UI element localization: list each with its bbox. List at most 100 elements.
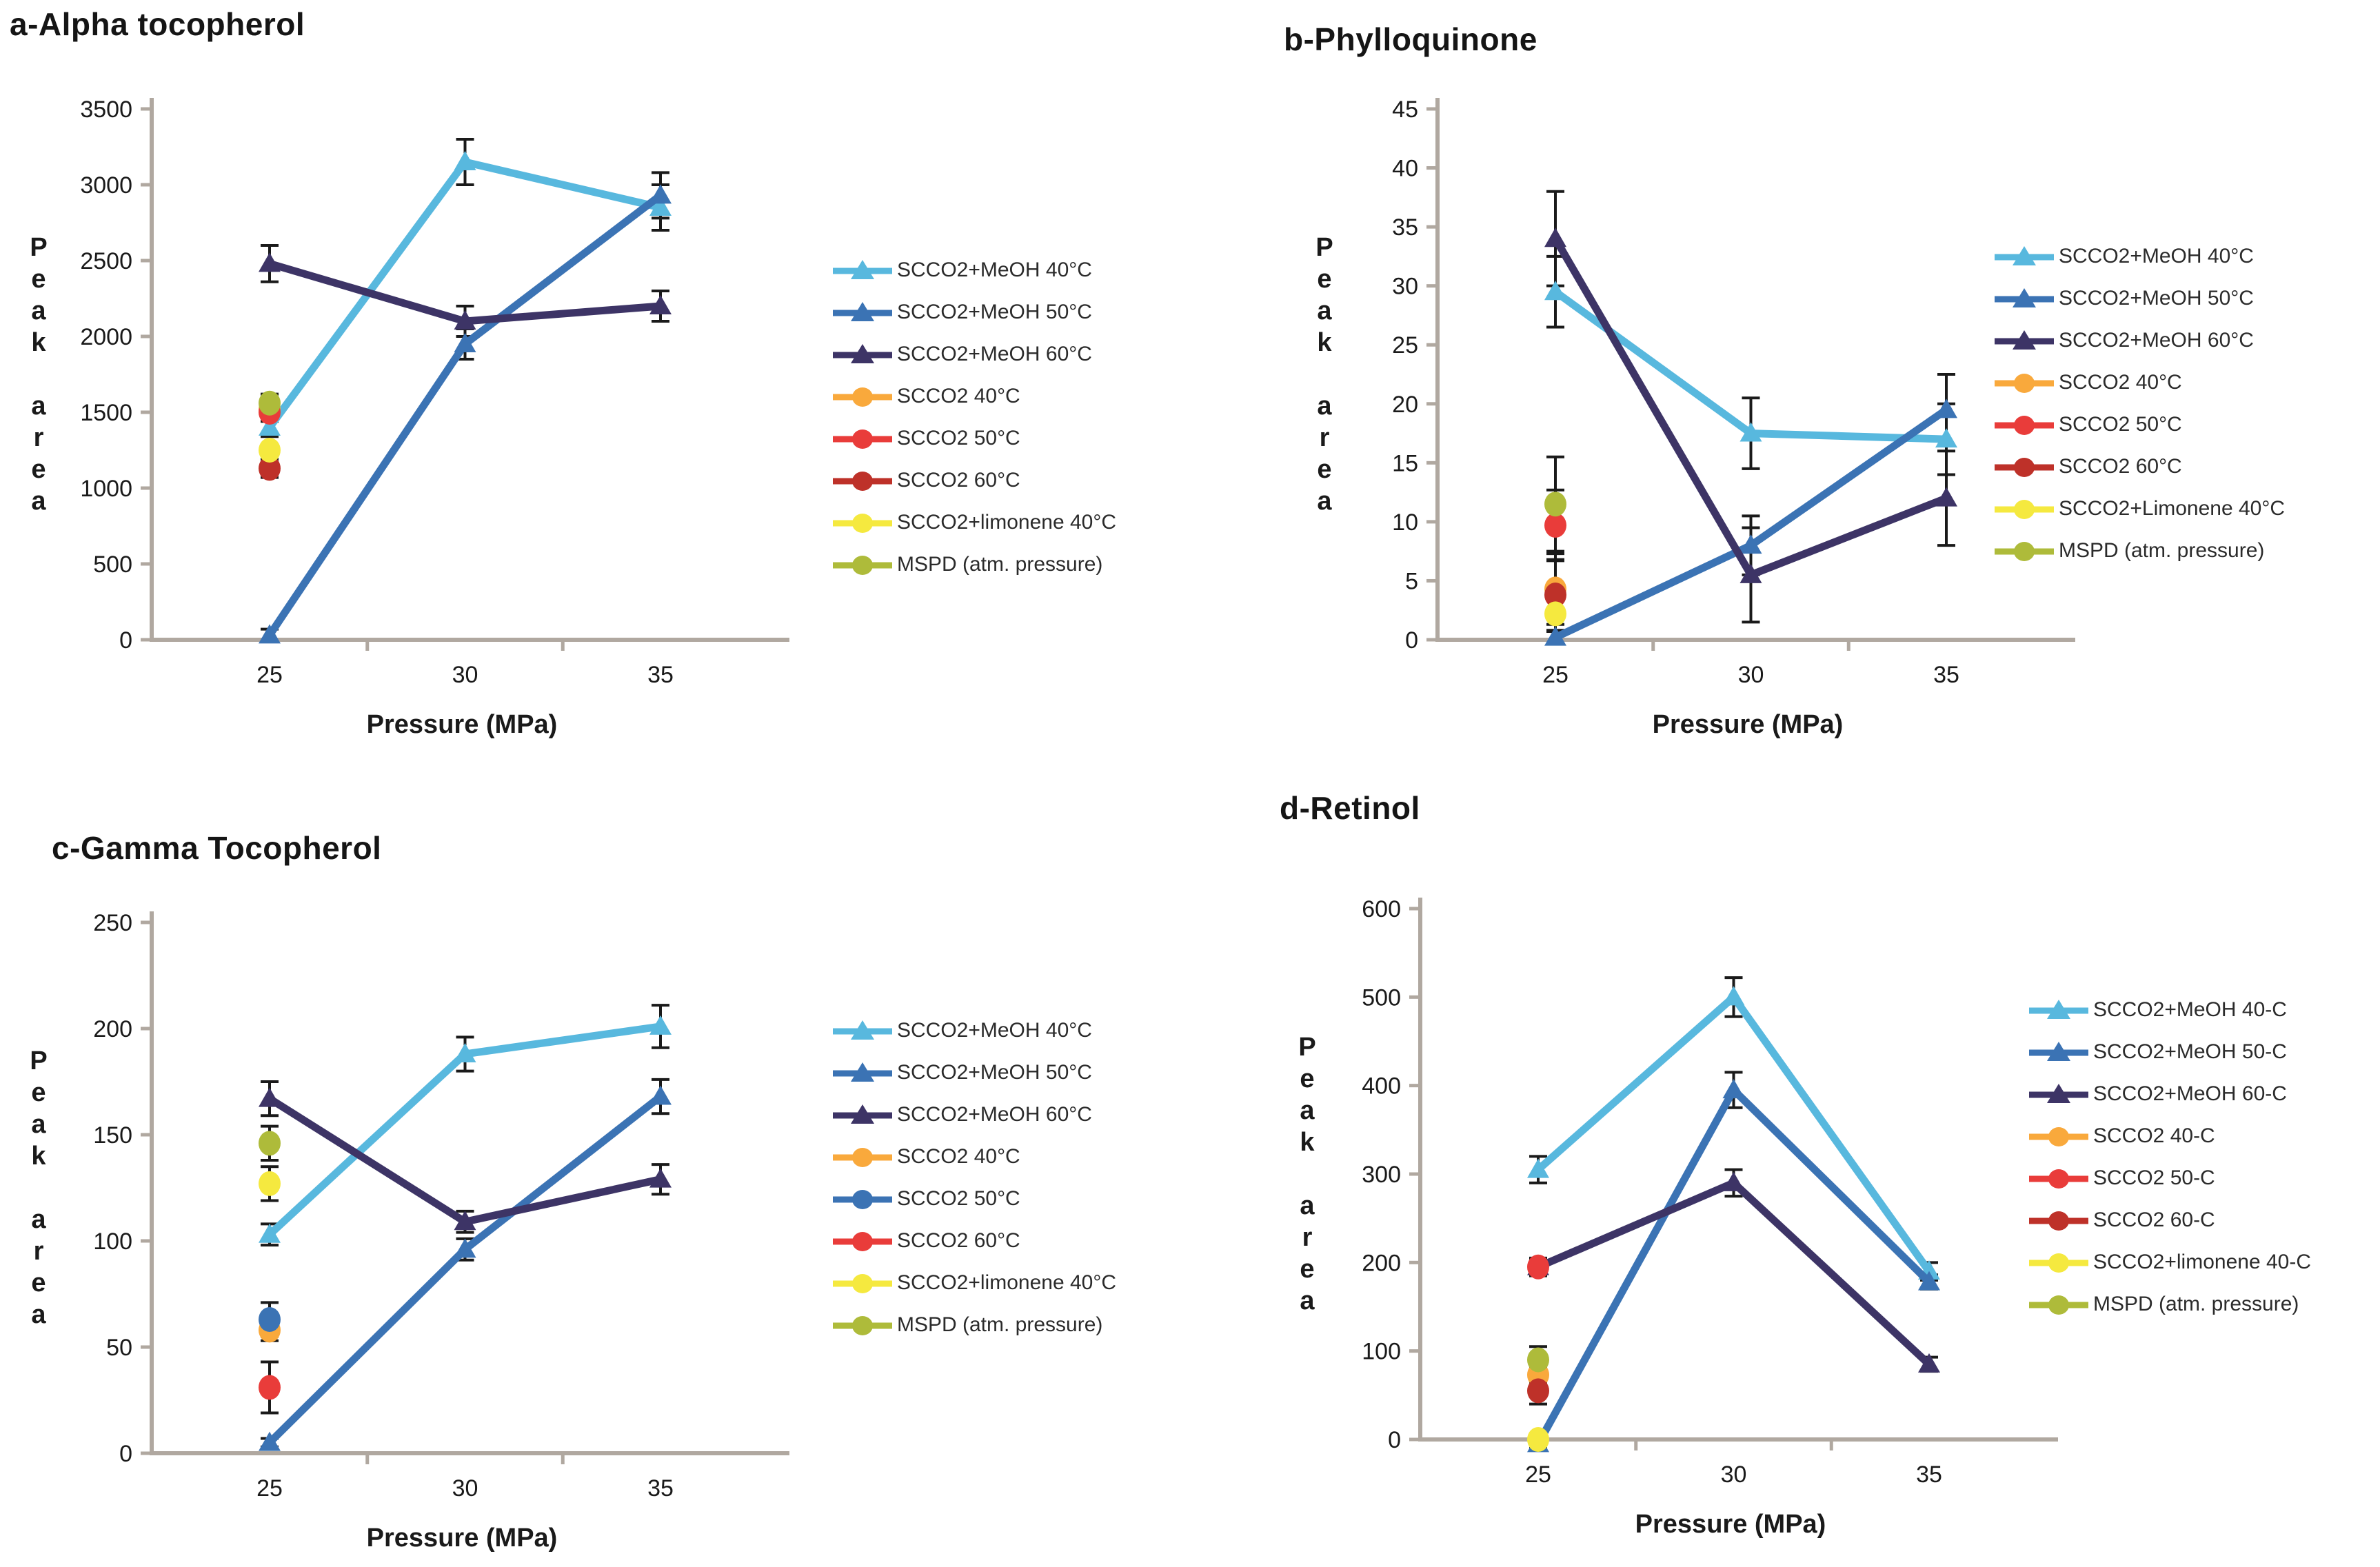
y-axis-letter: P	[1298, 1033, 1315, 1062]
x-axis-label: Pressure (MPa)	[367, 1524, 558, 1553]
legend-marker-shape	[852, 387, 873, 407]
panel-phylloquinone: b-Phylloquinone 0 5 10 15 20 25 30 35 40 45 25 30 35…	[1234, 0, 2380, 739]
legend-marker-shape	[2047, 1084, 2070, 1103]
scatter-point	[259, 1375, 281, 1400]
x-tick-label: 35	[647, 662, 674, 688]
legend-item: SCCO2+MeOH 50°C	[831, 299, 1116, 326]
legend-label: SCCO2+MeOH 60°C	[897, 343, 1092, 365]
data-line	[268, 1095, 662, 1226]
legend-marker-shape	[851, 1020, 874, 1040]
legend-item: SCCO2 40°C	[831, 1143, 1116, 1171]
legend-label: SCCO2 50°C	[897, 1187, 1020, 1210]
data-point-marker	[649, 1168, 672, 1188]
y-axis-letter: a	[31, 1110, 46, 1139]
y-axis-letter: a	[1317, 487, 1332, 516]
legend-label: SCCO2+MeOH 40°C	[897, 1019, 1092, 1042]
y-tick-label: 45	[1392, 97, 1418, 123]
series-line	[1544, 228, 1957, 583]
x-axis-label: Pressure (MPa)	[367, 710, 558, 739]
legend-marker-shape	[2013, 288, 2036, 307]
legend-label: SCCO2 50-C	[2093, 1166, 2215, 1189]
legend-marker-shape	[2047, 1042, 2070, 1061]
y-axis-letter: e	[31, 1268, 46, 1297]
legend-marker-shape	[2048, 1169, 2069, 1189]
y-tick-label: 400	[1362, 1073, 1401, 1100]
legend-marker-shape	[2048, 1127, 2069, 1146]
legend-item: SCCO2+limonene 40-C	[2027, 1248, 2311, 1276]
legend-marker-shape	[2048, 1295, 2069, 1315]
legend-item: SCCO2 60°C	[1993, 453, 2285, 481]
legend-item: SCCO2+MeOH 60-C	[2027, 1080, 2311, 1108]
legend-circle-marker-icon	[2029, 1211, 2088, 1231]
legend-triangle-marker-icon	[833, 344, 892, 363]
data-point-marker	[454, 310, 476, 330]
legend-triangle-marker-icon	[1995, 330, 2054, 350]
data-point-marker	[1935, 398, 1957, 418]
legend-marker-shape	[851, 260, 874, 279]
legend-marker-shape	[852, 1316, 873, 1335]
legend-circle-marker-icon	[833, 387, 892, 407]
y-tick-label: 1500	[80, 400, 132, 426]
legend-item: SCCO2+MeOH 40°C	[831, 1017, 1116, 1044]
legend-item: SCCO2+MeOH 50°C	[1993, 285, 2285, 312]
axes: 0 500 1000 1500 2000 2500 3000 3500 25 30 35	[80, 97, 789, 688]
legend-label: SCCO2 60-C	[2093, 1209, 2215, 1231]
y-axis-letter: e	[1300, 1255, 1314, 1284]
legend: SCCO2+MeOH 40°C SCCO2+MeOH 50°C SCCO2+MeOH…	[831, 1017, 1116, 1339]
legend-item: MSPD (atm. pressure)	[2027, 1291, 2311, 1318]
legend-item: SCCO2+Limonene 40°C	[1993, 495, 2285, 523]
legend-circle-marker-icon	[2029, 1169, 2088, 1189]
data-point-marker	[649, 196, 672, 216]
y-tick-label: 200	[1362, 1250, 1401, 1276]
data-point-marker	[259, 1431, 281, 1451]
scatter-point	[1527, 1254, 1549, 1280]
y-tick-label: 200	[93, 1016, 132, 1042]
y-tick-label: 10	[1392, 509, 1418, 536]
legend-label: SCCO2+limonene 40°C	[897, 1271, 1116, 1294]
data-point-marker	[259, 1087, 281, 1107]
legend-item: SCCO2+MeOH 40-C	[2027, 996, 2311, 1024]
data-point-marker	[1935, 428, 1957, 448]
y-axis-letter: e	[1300, 1064, 1314, 1093]
legend-marker-shape	[2013, 246, 2036, 265]
y-tick-label: 2000	[80, 324, 132, 350]
data-point-marker	[1918, 1271, 1940, 1291]
legend-label: SCCO2+MeOH 50°C	[897, 1061, 1092, 1084]
legend-item: SCCO2+MeOH 50-C	[2027, 1038, 2311, 1066]
legend-circle-marker-icon	[1995, 416, 2054, 435]
legend-marker-shape	[852, 1190, 873, 1209]
y-tick-label: 5	[1405, 568, 1418, 594]
data-point-marker	[259, 1223, 281, 1243]
y-tick-label: 250	[93, 910, 132, 936]
y-tick-label: 0	[119, 1441, 132, 1467]
legend-item: SCCO2+MeOH 60°C	[831, 341, 1116, 368]
data-point-marker	[1739, 534, 1762, 554]
series-line	[1544, 398, 1957, 646]
data-point-marker	[1935, 487, 1957, 507]
legend-item: MSPD (atm. pressure)	[831, 551, 1116, 578]
legend-label: SCCO2+MeOH 60-C	[2093, 1082, 2287, 1105]
chart-title: b-Phylloquinone	[1284, 21, 1537, 57]
scatter-point	[259, 390, 281, 416]
y-tick-label: 100	[1362, 1339, 1401, 1365]
y-axis-letter: k	[31, 328, 46, 357]
y-axis-letter: P	[30, 1047, 47, 1075]
legend-item: SCCO2 40-C	[2027, 1122, 2311, 1150]
legend-label: SCCO2 40°C	[897, 1145, 1020, 1168]
legend-item: MSPD (atm. pressure)	[831, 1311, 1116, 1339]
legend-circle-marker-icon	[1995, 500, 2054, 519]
x-tick-label: 30	[452, 662, 478, 688]
scatter-point	[1527, 1427, 1549, 1452]
y-axis-letter: a	[31, 1300, 46, 1329]
scatter-point	[259, 1171, 281, 1196]
legend-label: SCCO2+MeOH 60°C	[897, 1103, 1092, 1126]
legend-item: SCCO2 50°C	[1993, 411, 2285, 438]
y-tick-label: 0	[1405, 627, 1418, 654]
legend-label: SCCO2 40°C	[2059, 371, 2182, 394]
legend-item: SCCO2 60-C	[2027, 1206, 2311, 1234]
legend-label: MSPD (atm. pressure)	[2059, 539, 2265, 562]
scatter-point	[1544, 582, 1566, 607]
y-tick-label: 50	[106, 1335, 132, 1361]
data-line	[1535, 1084, 1932, 1446]
